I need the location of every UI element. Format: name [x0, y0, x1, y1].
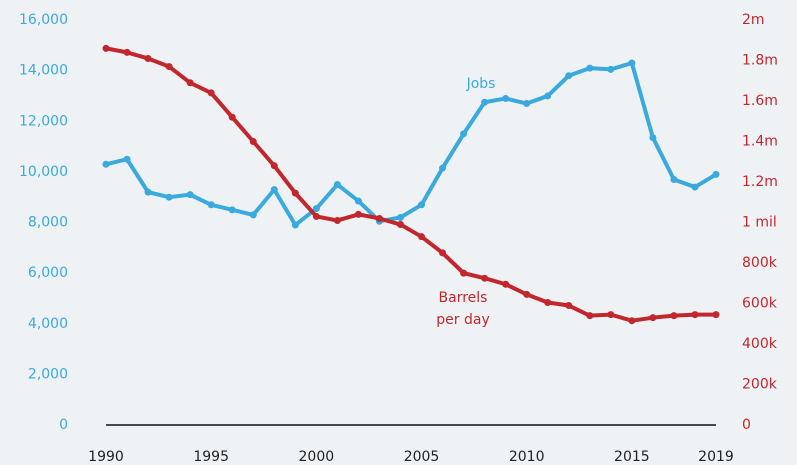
annotation: Barrels: [439, 290, 488, 306]
y-tick-label: 8,000: [28, 215, 68, 231]
data-point: [354, 210, 362, 218]
x-tick-label: 2000: [299, 449, 335, 465]
data-point: [186, 79, 194, 87]
data-point: [607, 311, 615, 319]
data-point: [586, 64, 594, 72]
data-point: [207, 89, 215, 97]
y2-tick-label: 800k: [742, 255, 778, 271]
y-tick-label: 4,000: [28, 316, 68, 332]
data-point: [607, 65, 615, 73]
series-line: [105, 46, 716, 323]
data-point: [270, 162, 278, 170]
y-tick-label: 0: [59, 417, 68, 433]
data-point: [270, 186, 278, 194]
data-point: [375, 214, 383, 222]
y-tick-label: 12,000: [19, 113, 68, 129]
data-point: [586, 312, 594, 320]
data-point: [565, 72, 573, 80]
y2-tick-label: 2m: [742, 12, 765, 28]
y-tick-label: 6,000: [28, 265, 68, 281]
data-point: [144, 188, 152, 196]
data-point: [439, 164, 447, 172]
y2-tick-label: 0: [742, 417, 751, 433]
data-point: [439, 249, 447, 257]
data-point: [502, 280, 510, 288]
data-point: [291, 221, 299, 229]
x-tick-label: 2015: [614, 449, 650, 465]
data-point: [544, 298, 552, 306]
y-tick-label: 16,000: [19, 12, 68, 28]
y2-tick-label: 1.8m: [742, 53, 778, 69]
data-point: [102, 160, 110, 168]
data-point: [544, 92, 552, 100]
data-point: [481, 98, 489, 106]
y2-tick-label: 200k: [742, 377, 778, 393]
data-point: [312, 205, 320, 213]
data-point: [102, 44, 110, 52]
data-point: [523, 100, 531, 108]
data-point: [670, 312, 678, 320]
y2-tick-label: 1.4m: [742, 134, 778, 150]
data-point: [502, 94, 510, 102]
data-point: [691, 183, 699, 191]
data-point: [333, 181, 341, 189]
data-point: [186, 191, 194, 199]
data-point: [333, 216, 341, 224]
y-tick-label: 14,000: [19, 63, 68, 79]
data-point: [565, 302, 573, 310]
x-tick-label: 2019: [698, 449, 734, 465]
data-point: [523, 290, 531, 298]
data-point: [418, 201, 426, 209]
data-point: [249, 211, 257, 219]
series-line: [105, 61, 718, 228]
data-point: [712, 170, 720, 178]
x-tick-label: 1990: [88, 449, 124, 465]
annotation: per day: [436, 312, 489, 328]
y2-tick-label: 400k: [742, 336, 778, 352]
data-point: [228, 113, 236, 121]
data-point: [418, 233, 426, 241]
data-point: [249, 138, 257, 145]
data-point: [291, 189, 299, 197]
data-point: [649, 314, 657, 322]
y-tick-label: 2,000: [28, 366, 68, 382]
data-point: [460, 130, 468, 138]
y-tick-label: 10,000: [19, 164, 68, 180]
data-point: [144, 54, 152, 62]
data-point: [712, 311, 720, 319]
data-point: [312, 212, 320, 220]
data-point: [628, 317, 636, 325]
data-point: [207, 201, 215, 209]
y2-tick-label: 1.2m: [742, 174, 778, 190]
x-tick-label: 2010: [509, 449, 545, 465]
data-point: [354, 197, 362, 205]
data-point: [460, 269, 468, 277]
x-tick-label: 1995: [193, 449, 229, 465]
y2-tick-label: 600k: [742, 296, 778, 312]
y2-tick-label: 1 mil: [742, 215, 777, 231]
data-point: [228, 206, 236, 214]
data-point: [123, 48, 131, 56]
data-point: [649, 134, 657, 142]
data-point: [481, 274, 489, 282]
data-point: [628, 59, 636, 67]
y2-tick-label: 1.6m: [742, 93, 778, 109]
x-tick-label: 2005: [404, 449, 440, 465]
data-point: [396, 221, 404, 229]
data-point: [691, 311, 699, 319]
data-point: [670, 175, 678, 183]
annotation: Jobs: [466, 76, 496, 92]
data-point: [165, 63, 173, 71]
data-point: [396, 213, 404, 221]
data-point: [165, 193, 173, 201]
data-point: [123, 155, 131, 163]
